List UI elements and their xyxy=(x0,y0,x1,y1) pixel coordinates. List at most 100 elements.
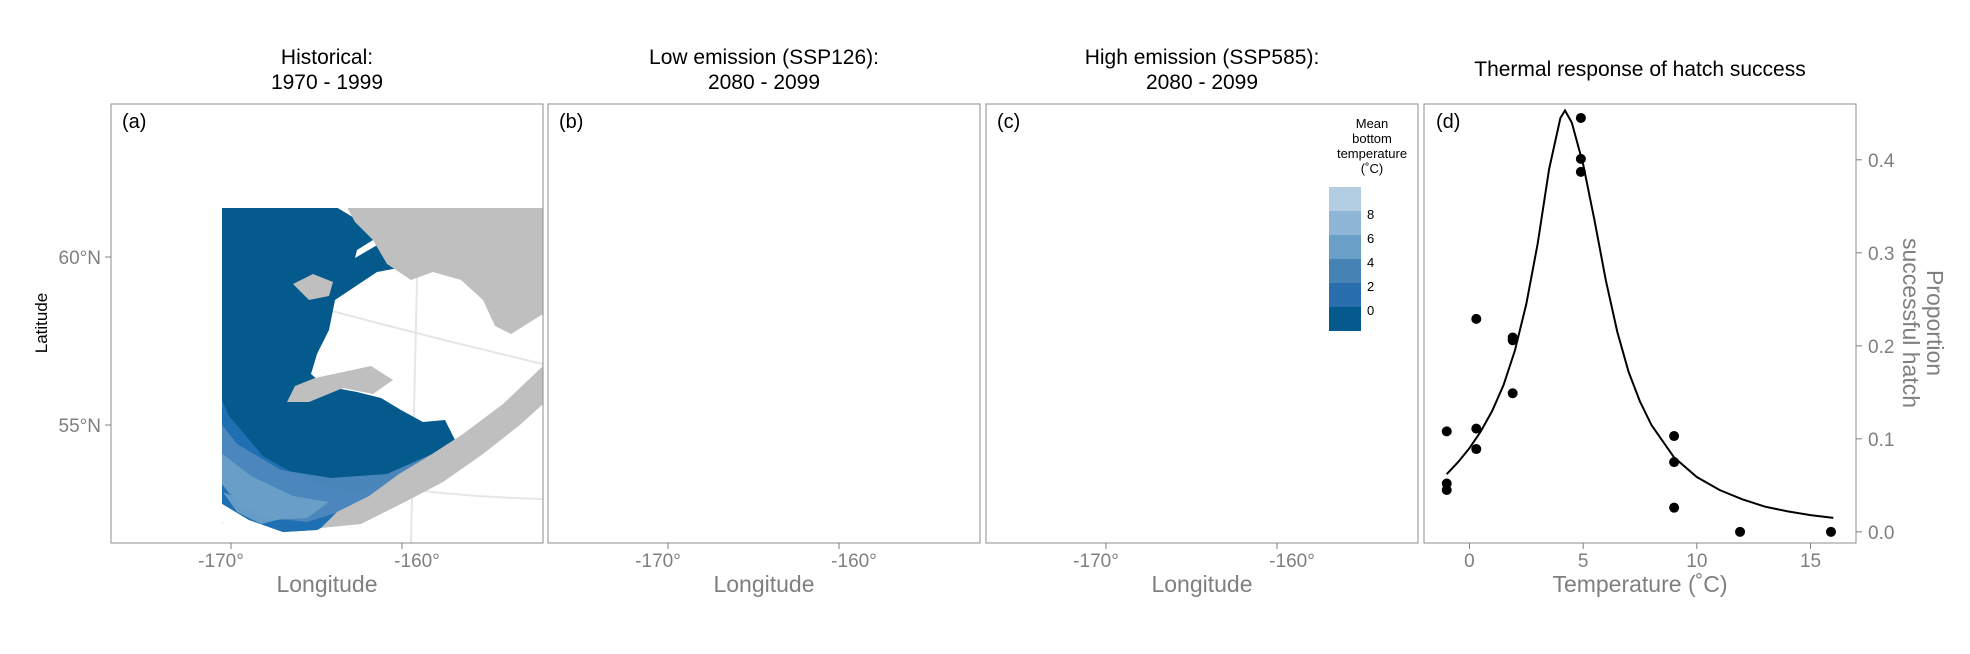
landmass xyxy=(724,366,830,402)
landmass xyxy=(986,216,1026,254)
panel-b-xtick-label-160: -160° xyxy=(831,551,877,572)
temperature-zone xyxy=(223,492,285,524)
graticule-60n xyxy=(548,249,980,364)
graticule-170w xyxy=(1076,104,1146,543)
temperature-field-coldest xyxy=(222,208,455,532)
map-panel-b: Low emission (SSP126): 2080 - 2099 (b) -… xyxy=(547,46,981,597)
map-panel-c: High emission (SSP585): 2080 - 2099 (c) … xyxy=(985,46,1419,597)
landmass xyxy=(1088,522,1098,530)
landmass xyxy=(650,522,660,530)
legend-label-2: 2 xyxy=(1367,279,1374,294)
panel-c-xtick-label-160: -160° xyxy=(1269,551,1315,572)
temperature-legend: Mean bottom temperature (˚C) 8 6 4 2 0 xyxy=(1329,116,1407,331)
panel-d-ylabel-line1: Proportion xyxy=(1922,270,1948,376)
landmass xyxy=(548,216,588,254)
panel-d-ytick-label: 0.2 xyxy=(1868,337,1894,358)
panel-a-frame xyxy=(110,103,544,544)
landmass xyxy=(723,104,980,334)
hatch-observation-point xyxy=(1575,153,1586,164)
graticule-55n xyxy=(548,424,980,499)
temperature-zone xyxy=(1019,212,1330,532)
landmass xyxy=(758,314,980,528)
panel-d-plot xyxy=(1441,108,1836,537)
landmass xyxy=(293,274,333,300)
hatch-observation-point xyxy=(1669,457,1680,468)
graticule-160w xyxy=(1286,104,1296,543)
landmass xyxy=(730,274,770,300)
panel-a-ytick-label-60: 60°N xyxy=(59,248,101,269)
legend-swatch xyxy=(1329,187,1361,211)
legend-swatch xyxy=(1329,307,1361,331)
hatch-observation-point xyxy=(1507,388,1518,399)
hatch-success-panel: Thermal response of hatch success (d) 0 5… xyxy=(1423,58,1948,597)
temperature-zone xyxy=(1019,334,1204,520)
legend-swatch xyxy=(1329,235,1361,259)
panel-c-xtick-label-170: -170° xyxy=(1073,551,1119,572)
landmass xyxy=(222,522,223,524)
temperature-zone xyxy=(581,254,878,522)
map-panel-a: Historical: 1970 - 1999 (a) -170° -160° … xyxy=(32,46,544,597)
legend-title-line3: temperature xyxy=(1337,146,1407,161)
panel-c-tag: (c) xyxy=(997,111,1020,133)
temperature-zone xyxy=(581,334,766,520)
hatch-observation-point xyxy=(1669,502,1680,513)
temperature-field-coldest xyxy=(1019,162,1330,532)
panel-d-tag: (d) xyxy=(1436,111,1460,133)
temperature-zone xyxy=(581,212,892,532)
panel-d-xtick-label: 5 xyxy=(1578,551,1589,572)
landmass xyxy=(1168,274,1208,300)
landmass xyxy=(1196,314,1418,528)
legend-swatch xyxy=(1329,259,1361,283)
panel-b-title-line2: 2080 - 2099 xyxy=(708,71,820,94)
graticule-160w xyxy=(848,104,858,543)
hatch-observation-point xyxy=(1471,444,1482,455)
temperature-zone xyxy=(1019,254,1316,522)
panel-d-axes: 0 5 10 15 0.0 0.1 0.2 0.3 0.4 xyxy=(1464,151,1895,572)
panel-b-xtick-label-170: -170° xyxy=(635,551,681,572)
hatch-observation-point xyxy=(1735,526,1746,537)
panel-d-xtick-label: 15 xyxy=(1800,551,1821,572)
landmass xyxy=(111,216,151,254)
panel-c-frame xyxy=(985,103,1419,544)
landmass xyxy=(1162,366,1268,402)
hatch-observation-point xyxy=(1507,335,1518,346)
landmass xyxy=(287,366,393,402)
panel-a-title-line2: 1970 - 1999 xyxy=(271,71,383,94)
panel-d-ytick-label: 0.4 xyxy=(1868,151,1895,172)
panel-c-xlabel: Longitude xyxy=(1151,571,1252,597)
legend-swatch xyxy=(1329,211,1361,235)
hatch-observation-point xyxy=(1441,484,1452,495)
island xyxy=(734,178,762,196)
panel-d-ytick-label: 0.0 xyxy=(1868,523,1894,544)
hatch-observation-point xyxy=(1575,166,1586,177)
map-ylabel: Latitude xyxy=(32,293,51,354)
panel-b-xlabel: Longitude xyxy=(713,571,814,597)
hatch-observation-point xyxy=(1471,423,1482,434)
panel-b-frame xyxy=(547,103,981,544)
panel-d-frame xyxy=(1423,103,1857,544)
panel-d-ytick-label: 0.3 xyxy=(1868,244,1894,265)
landmass xyxy=(321,314,543,528)
hatch-observation-point xyxy=(1471,313,1482,324)
panel-b-tag: (b) xyxy=(559,111,583,133)
fitted-response-curve xyxy=(1445,108,1834,519)
panel-a-tag: (a) xyxy=(122,111,146,133)
panel-d-xtick-label: 10 xyxy=(1686,551,1707,572)
temperature-field-coldest xyxy=(581,162,892,532)
temperature-zone xyxy=(1098,492,1160,524)
panel-b-title-line1: Low emission (SSP126): xyxy=(649,46,879,69)
panel-b-map xyxy=(548,104,980,543)
panel-a-xtick-label-160: -160° xyxy=(394,551,440,572)
panel-a-title-line1: Historical: xyxy=(281,46,373,69)
legend-label-8: 8 xyxy=(1367,207,1374,222)
legend-label-0: 0 xyxy=(1367,303,1374,318)
hatch-observation-point xyxy=(1575,112,1586,123)
panel-d-ylabel-line2: successful hatch xyxy=(1898,238,1924,408)
panel-a-xtick-label-170: -170° xyxy=(198,551,244,572)
panel-c-title-line1: High emission (SSP585): xyxy=(1085,46,1320,69)
island xyxy=(1172,178,1200,196)
legend-title-line2: bottom xyxy=(1352,131,1392,146)
panel-a-map xyxy=(111,208,544,544)
panel-a-xlabel: Longitude xyxy=(276,571,377,597)
panel-d-xlabel: Temperature (˚C) xyxy=(1552,571,1727,597)
